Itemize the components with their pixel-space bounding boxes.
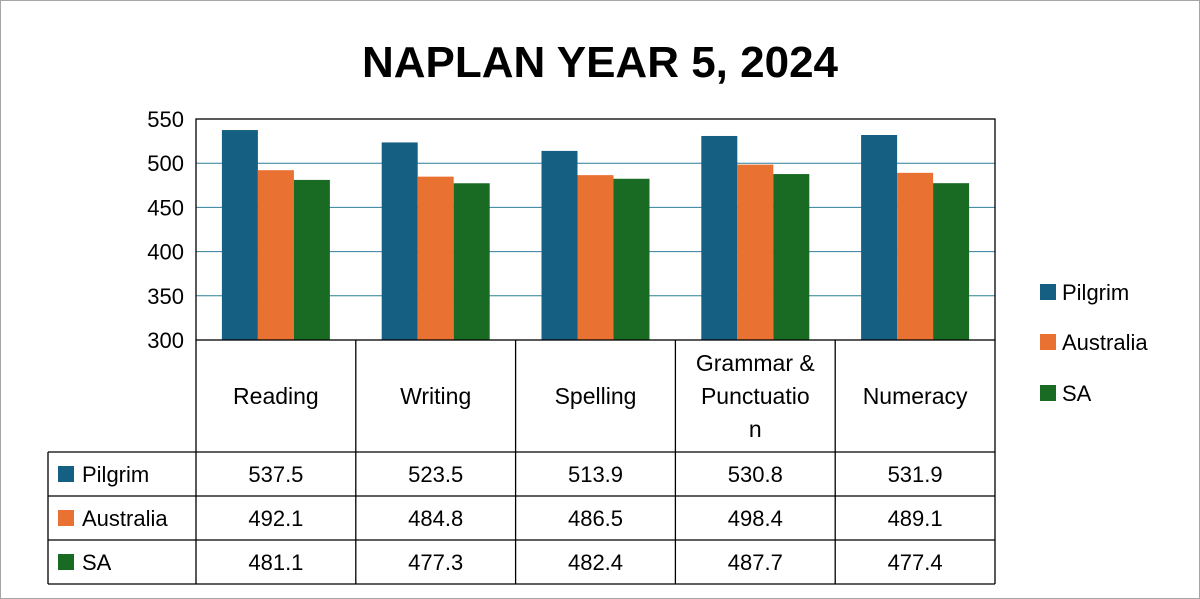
bar-australia-1 [257,170,294,340]
table-value: 531.9 [888,462,943,487]
table-series-label: Pilgrim [82,462,149,487]
bar-pilgrim-5 [861,135,898,340]
table-value: 489.1 [888,506,943,531]
table-series-label: SA [82,550,112,575]
table-value: 487.7 [728,550,783,575]
y-tick-label: 550 [147,107,184,132]
table-value: 482.4 [568,550,623,575]
legend-label: SA [1062,381,1092,406]
bar-pilgrim-3 [541,150,578,340]
legend-key-australia [1040,334,1056,350]
category-label: n [749,416,762,442]
y-tick-label: 300 [147,328,184,353]
category-label: Reading [233,383,319,409]
bar-australia-5 [897,172,934,340]
legend-key-sa [1040,385,1056,401]
table-value: 477.3 [408,550,463,575]
table-value: 498.4 [728,506,783,531]
table-value: 477.4 [888,550,943,575]
plot-area-border [195,118,996,341]
bar-sa-2 [453,183,490,340]
bar-australia-3 [577,175,614,340]
category-label: Writing [400,383,471,409]
table-value: 484.8 [408,506,463,531]
legend-label: Pilgrim [1062,280,1129,305]
category-label: Numeracy [863,383,968,409]
category-label: Punctuatio [701,383,810,409]
bar-sa-4 [773,174,810,340]
table-value: 513.9 [568,462,623,487]
table-value: 537.5 [248,462,303,487]
bar-sa-3 [613,178,650,340]
legend-key-pilgrim [1040,284,1056,300]
table-key-sa [58,554,74,570]
bar-sa-5 [933,183,970,340]
chart-title: NAPLAN YEAR 5, 2024 [361,38,839,87]
bar-pilgrim-1 [221,130,258,340]
y-tick-label: 500 [147,151,184,176]
bar-australia-2 [417,176,454,340]
y-tick-label: 450 [147,195,184,220]
table-value: 523.5 [408,462,463,487]
category-label: Spelling [555,383,637,409]
table-key-australia [58,510,74,526]
table-value: 486.5 [568,506,623,531]
y-tick-label: 350 [147,284,184,309]
y-tick-label: 400 [147,240,184,265]
bar-pilgrim-4 [701,135,738,340]
table-value: 481.1 [248,550,303,575]
table-value: 492.1 [248,506,303,531]
table-series-label: Australia [82,506,168,531]
bar-sa-1 [293,179,330,340]
bar-australia-4 [737,164,774,340]
table-value: 530.8 [728,462,783,487]
legend-label: Australia [1062,330,1148,355]
table-key-pilgrim [58,466,74,482]
bar-pilgrim-2 [381,142,418,340]
category-label: Grammar & [696,350,815,376]
